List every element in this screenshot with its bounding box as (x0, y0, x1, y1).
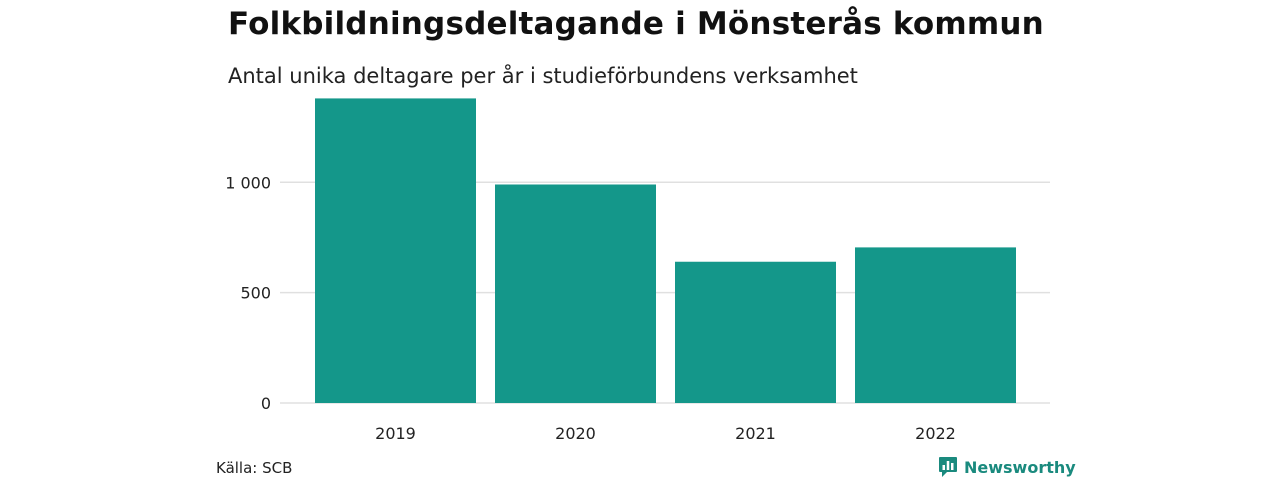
chart-subtitle: Antal unika deltagare per år i studieför… (228, 64, 858, 88)
y-tick-label: 500 (240, 284, 271, 303)
x-tick-label: 2019 (375, 424, 416, 443)
chart-title: Folkbildningsdeltagande i Mönsterås komm… (228, 6, 1044, 42)
bar-2022 (855, 247, 1016, 403)
y-tick-label: 0 (261, 394, 271, 413)
brand-logo: Newsworthy (938, 456, 1076, 478)
bar-chart-icon (939, 457, 957, 477)
bar-2020 (495, 184, 656, 403)
y-tick-label: 1 000 (225, 173, 271, 192)
bar-2021 (675, 261, 836, 403)
x-tick-label: 2020 (555, 424, 596, 443)
x-tick-label: 2022 (915, 424, 956, 443)
x-tick-label: 2021 (735, 424, 776, 443)
bar-2019 (315, 98, 476, 404)
source-note: Källa: SCB (216, 459, 293, 477)
brand-name: Newsworthy (964, 457, 1076, 477)
